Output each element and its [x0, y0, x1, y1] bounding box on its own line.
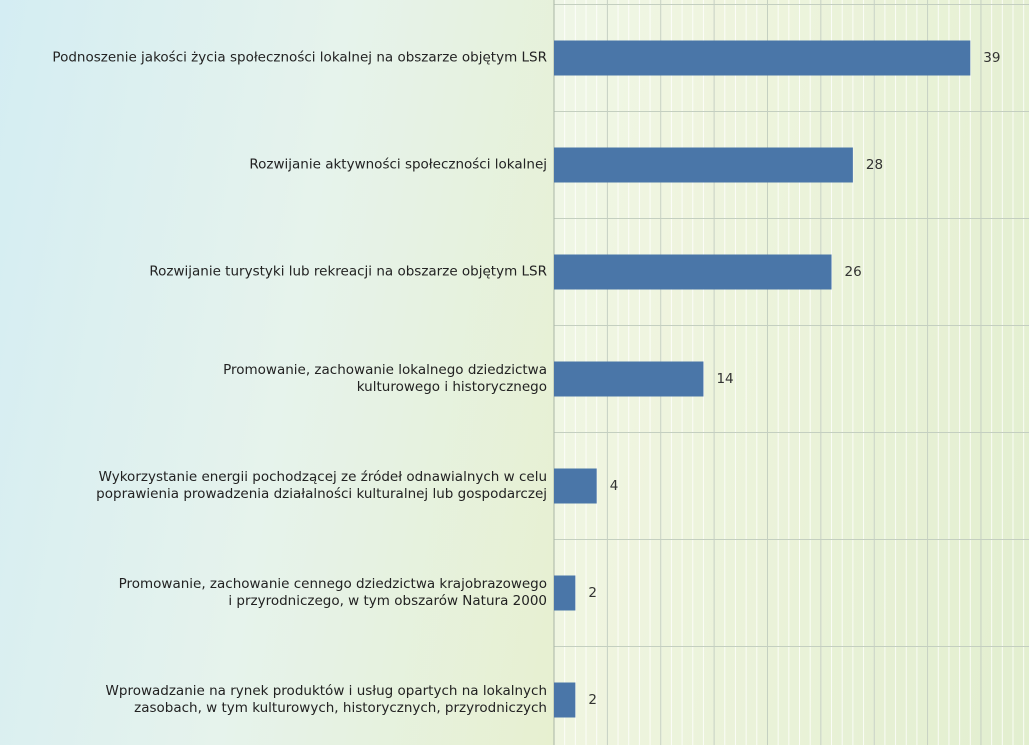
category-label: Wprowadzanie na rynek produktów i usług …: [105, 683, 547, 716]
value-label: 26: [845, 264, 862, 280]
category-label: Rozwijanie turystyki lub rekreacji na ob…: [149, 263, 547, 280]
bar: [554, 147, 853, 183]
value-label: 2: [588, 585, 597, 601]
bar: [554, 40, 971, 76]
category-label: Wykorzystanie energii pochodzącej ze źró…: [96, 469, 547, 502]
category-label: Promowanie, zachowanie cennego dziedzict…: [118, 576, 547, 609]
bar: [554, 575, 576, 611]
value-label: 4: [610, 478, 619, 494]
bar: [554, 682, 576, 718]
value-label: 14: [716, 371, 733, 387]
category-label: Podnoszenie jakości życia społeczności l…: [52, 49, 547, 66]
category-label: Promowanie, zachowanie lokalnego dziedzi…: [223, 362, 547, 395]
bar: [554, 361, 704, 397]
value-label: 2: [588, 692, 597, 708]
value-label: 28: [866, 157, 883, 173]
value-label: 39: [983, 50, 1000, 66]
bar: [554, 468, 597, 504]
category-label: Rozwijanie aktywności społeczności lokal…: [249, 156, 547, 173]
bar: [554, 254, 832, 290]
